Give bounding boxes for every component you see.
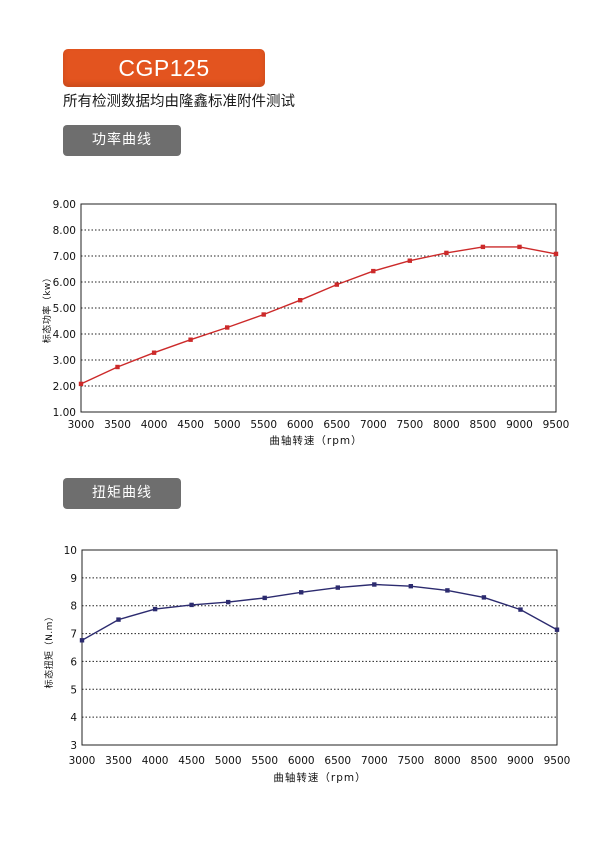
power-data-point (188, 337, 193, 342)
y-tick-label: 9 (70, 573, 77, 585)
torque-data-point (226, 599, 231, 605)
y-tick-label: 6.00 (53, 277, 76, 289)
y-tick-label: 5 (70, 684, 77, 696)
y-tick-label: 10 (64, 545, 77, 557)
model-banner: CGP125 (63, 49, 265, 87)
power-data-point (115, 364, 120, 370)
x-tick-label: 6500 (324, 755, 351, 767)
y-tick-label: 7 (70, 629, 77, 641)
torque-data-point (116, 617, 121, 622)
x-tick-label: 5000 (214, 419, 241, 431)
y-tick-label: 7.00 (53, 251, 76, 263)
x-tick-label: 9500 (544, 755, 571, 767)
torque-curve-tab: 扭矩曲线 (63, 478, 181, 509)
y-axis-title: 标态功率（kw） (41, 273, 53, 344)
torque-curve-title: 扭矩曲线 (92, 485, 152, 501)
y-tick-label: 5.00 (53, 303, 76, 315)
x-tick-label: 4000 (141, 419, 168, 431)
power-data-point (225, 325, 230, 330)
test-note: 所有检测数据均由隆鑫标准附件测试 (63, 94, 295, 110)
x-tick-label: 8000 (434, 755, 461, 767)
y-tick-label: 9.00 (53, 199, 76, 211)
power-curve-title: 功率曲线 (92, 132, 152, 148)
power-data-point (334, 282, 339, 287)
x-tick-label: 4500 (177, 419, 204, 431)
x-tick-label: 8500 (471, 755, 498, 767)
power-data-point (298, 298, 303, 303)
torque-data-point (518, 607, 523, 612)
torque-data-point (554, 627, 560, 632)
x-tick-label: 7500 (397, 755, 424, 767)
power-data-point (444, 250, 449, 256)
torque-data-point (152, 606, 158, 612)
torque-data-point (408, 584, 413, 589)
x-tick-label: 6000 (288, 755, 315, 767)
x-tick-label: 3500 (104, 419, 131, 431)
x-tick-label: 9000 (506, 419, 533, 431)
x-tick-label: 7500 (396, 419, 423, 431)
power-data-point (553, 251, 559, 257)
x-tick-label: 9500 (543, 419, 570, 431)
power-data-point (371, 268, 376, 274)
y-tick-label: 3 (70, 740, 77, 752)
plot-frame (80, 203, 557, 413)
y-tick-label: 3.00 (53, 355, 76, 367)
torque-data-point (262, 595, 267, 601)
x-tick-label: 6000 (287, 419, 314, 431)
torque-data-point (335, 585, 340, 590)
torque-data-point (299, 590, 304, 595)
torque-data-point (372, 582, 377, 587)
x-tick-label: 6500 (323, 419, 350, 431)
x-tick-label: 4500 (178, 755, 205, 767)
x-tick-label: 3000 (68, 419, 95, 431)
y-tick-label: 8 (70, 601, 77, 613)
power-data-point (151, 350, 157, 355)
x-tick-label: 5000 (215, 755, 242, 767)
torque-data-point (481, 595, 487, 600)
y-tick-label: 2.00 (53, 381, 76, 393)
power-curve-tab: 功率曲线 (63, 125, 181, 156)
power-data-point (261, 312, 266, 317)
x-tick-label: 7000 (361, 755, 388, 767)
torque-data-point (445, 588, 450, 593)
torque-curve-chart: 3 4 5 6 7 8 9 10 3000 3500 4000 4500 5000 5500 6000 650… (43, 545, 571, 784)
x-tick-label: 8000 (433, 419, 460, 431)
x-tick-label: 7000 (360, 419, 387, 431)
y-tick-label: 6 (70, 656, 77, 668)
torque-curve-line (81, 583, 558, 641)
torque-data-point (189, 602, 194, 608)
power-curve-chart: 1.00 2.00 3.00 4.00 5.00 6.00 7.00 8.00 9.00 3000… (41, 199, 570, 447)
x-tick-label: 5500 (251, 755, 278, 767)
x-tick-label: 4000 (142, 755, 169, 767)
y-tick-label: 4 (70, 712, 77, 724)
x-tick-label: 3000 (69, 755, 96, 767)
x-tick-label: 3500 (105, 755, 132, 767)
power-data-point (78, 381, 84, 387)
torque-data-point (79, 638, 85, 643)
y-tick-label: 8.00 (53, 225, 76, 237)
model-name: CGP125 (118, 55, 210, 81)
power-data-point (407, 258, 412, 263)
y-tick-label: 4.00 (53, 329, 76, 341)
x-axis-title: 曲轴转速（rpm） (269, 434, 362, 447)
x-tick-label: 9000 (507, 755, 534, 767)
power-data-point (480, 244, 486, 250)
plot-frame (81, 549, 558, 746)
y-axis-title: 标态扭矩（N.m） (43, 612, 55, 689)
x-tick-label: 8500 (470, 419, 497, 431)
x-axis-title: 曲轴转速（rpm） (273, 771, 366, 784)
power-curve-line (80, 246, 557, 385)
y-tick-label: 1.00 (53, 407, 76, 419)
power-data-point (517, 244, 522, 250)
x-tick-label: 5500 (250, 419, 277, 431)
